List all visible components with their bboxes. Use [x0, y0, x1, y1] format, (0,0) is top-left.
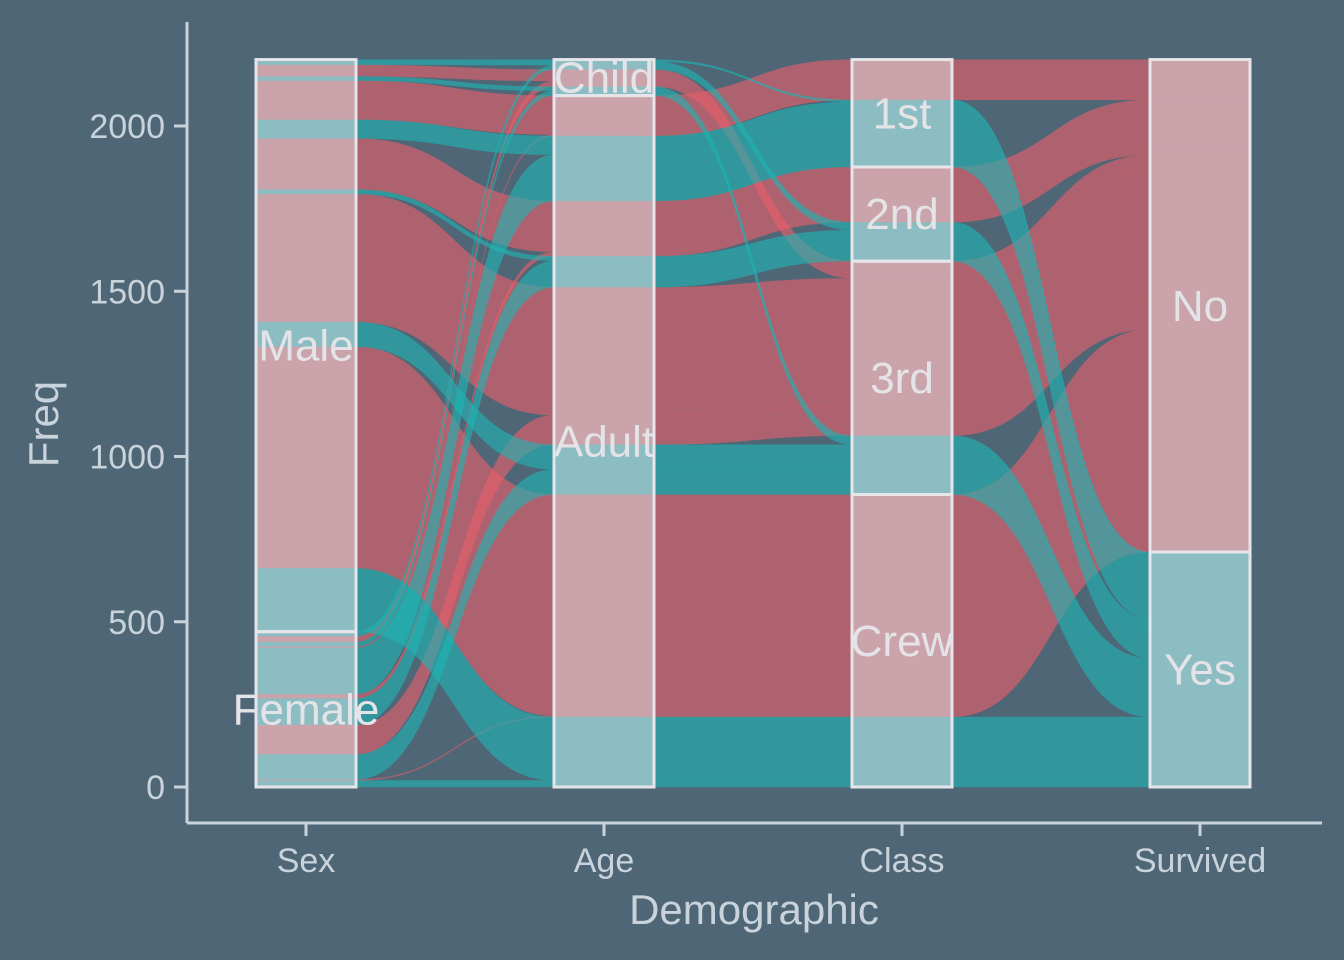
y-ticks: 0 500 1000 1500 2000: [89, 108, 187, 807]
stratum-survived-yes: [1148, 550, 1252, 789]
stratum-sex-male: [254, 58, 358, 634]
flow-male-adult-1st-no-seg3: [951, 59, 1151, 99]
x-axis-title: Demographic: [629, 886, 879, 933]
flow-male-child-2nd-yes-seg1: [355, 60, 555, 66]
stratum-age-adult: [552, 94, 656, 789]
flow-male-adult-crew-no-seg2: [653, 494, 853, 717]
stratum-class-1st: [850, 58, 954, 169]
x-tick-label-age: Age: [574, 842, 635, 880]
y-tick-label-1000: 1000: [89, 439, 165, 477]
stratum-label-yes: Yes: [1164, 646, 1236, 695]
stratum-label-2nd: 2nd: [865, 190, 938, 239]
stratum-class-2nd: [850, 165, 954, 263]
stratum-label-female: Female: [233, 685, 380, 734]
stratum-age-child: [552, 58, 656, 98]
stratum-sex-female: [254, 630, 358, 789]
stratum-label-1st: 1st: [873, 89, 932, 138]
x-tick-label-sex: Sex: [277, 842, 336, 880]
flow-female-adult-1st-no-seg3: [951, 98, 1151, 101]
y-tick-label-1500: 1500: [89, 273, 165, 311]
y-axis-title: Freq: [20, 381, 67, 467]
flow-female-adult-crew-yes-seg2: [653, 780, 853, 788]
flow-male-adult-crew-yes-seg2: [653, 716, 853, 781]
stratum-label-adult: Adult: [554, 417, 654, 466]
stratum-label-crew: Crew: [851, 617, 954, 666]
stratum-label-3rd: 3rd: [870, 354, 934, 403]
axes-layer: 0 500 1000 1500 2000 Sex Age Class Survived Dem…: [20, 22, 1322, 933]
stratum-survived-no: [1148, 58, 1252, 554]
flow-female-adult-crew-yes-seg1: [355, 780, 555, 788]
stratum-label-child: Child: [554, 54, 654, 103]
stratum-class-3rd: [850, 259, 954, 497]
flow-male-adult-3rd-no-seg2: [653, 278, 853, 416]
x-ticks: Sex Age Class Survived: [277, 823, 1266, 880]
y-tick-label-500: 500: [108, 604, 165, 642]
stratum-label-male: Male: [258, 322, 353, 371]
x-tick-label-class: Class: [859, 842, 944, 880]
x-tick-label-survived: Survived: [1134, 842, 1266, 880]
flows-layer: [256, 59, 1250, 788]
flow-female-adult-crew-yes-seg3: [951, 780, 1151, 788]
y-tick-label-2000: 2000: [89, 108, 165, 146]
strata-layer: Female Male Adult Child Crew 3rd 2nd 1st Yes No: [233, 54, 1252, 789]
stratum-label-no: No: [1172, 282, 1228, 331]
flow-male-adult-crew-yes-seg3: [951, 716, 1151, 781]
flow-male-adult-3rd-yes-seg2: [653, 444, 853, 470]
flow-female-adult-3rd-yes-seg2: [653, 469, 853, 495]
y-tick-label-0: 0: [146, 769, 165, 807]
